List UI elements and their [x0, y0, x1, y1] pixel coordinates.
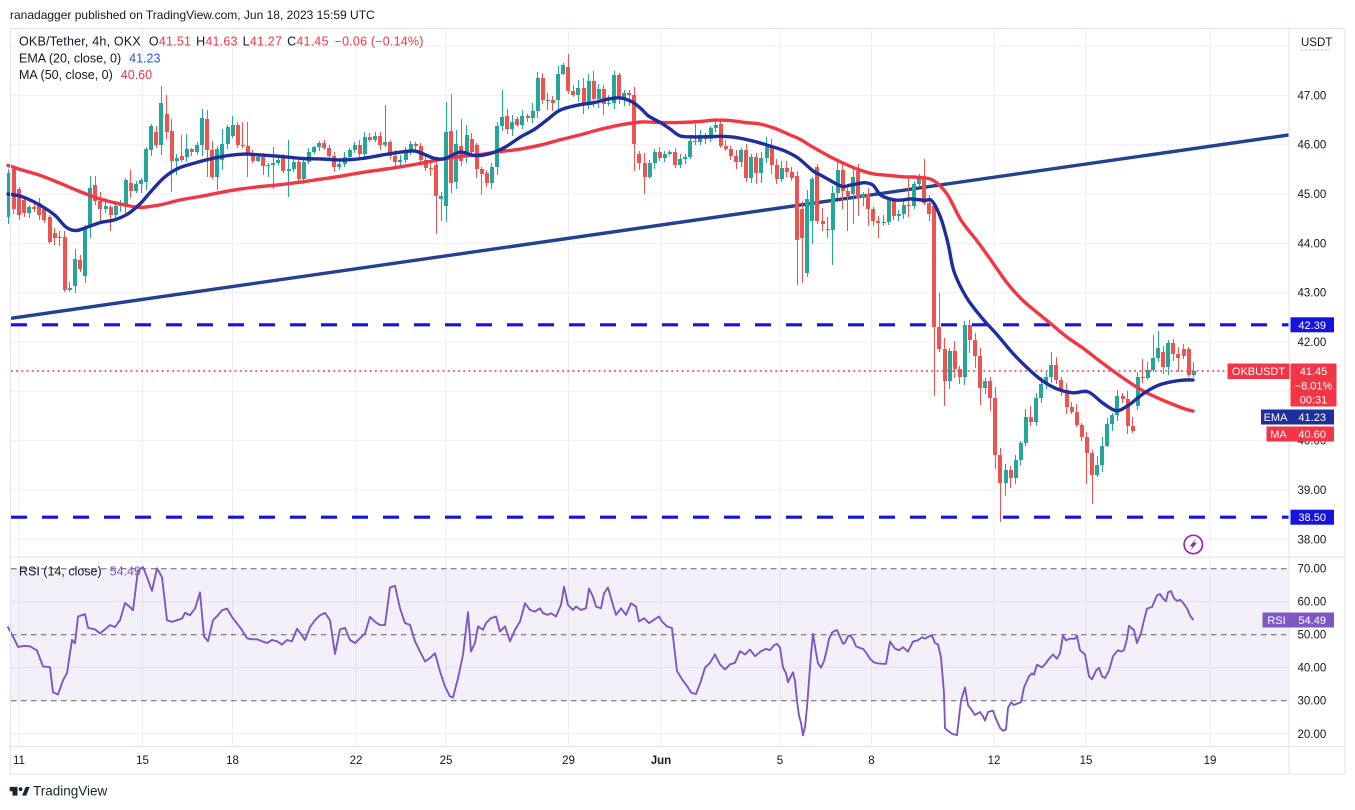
svg-text:40.60: 40.60	[1298, 429, 1326, 441]
svg-text:18: 18	[226, 755, 239, 767]
svg-text:RSI (14, close)54.49: RSI (14, close) 54.49	[19, 565, 141, 579]
svg-text:38.00: 38.00	[1298, 534, 1327, 546]
svg-text:MA (50, close, 0)40.60: MA (50, close, 0) 40.60	[19, 68, 152, 82]
svg-text:39.00: 39.00	[1298, 485, 1327, 497]
svg-text:50.00: 50.00	[1298, 630, 1327, 642]
svg-text:12: 12	[988, 755, 1001, 767]
svg-text:00:31: 00:31	[1300, 395, 1328, 407]
svg-text:25: 25	[440, 755, 453, 767]
svg-text:8: 8	[868, 755, 874, 767]
svg-text:60.00: 60.00	[1298, 597, 1327, 609]
svg-text:19: 19	[1204, 755, 1217, 767]
svg-text:11: 11	[13, 755, 25, 767]
svg-text:41.45: 41.45	[1300, 366, 1328, 378]
svg-text:ranadagger published on Tradin: ranadagger published on TradingView.com,…	[10, 8, 375, 22]
svg-text:TradingView: TradingView	[33, 784, 108, 799]
svg-text:Jun: Jun	[651, 755, 671, 767]
svg-text:47.00: 47.00	[1298, 90, 1327, 102]
svg-text:41.23: 41.23	[1298, 412, 1326, 424]
svg-text:USDT: USDT	[1301, 37, 1332, 49]
svg-text:30.00: 30.00	[1298, 696, 1327, 708]
svg-text:46.00: 46.00	[1298, 140, 1327, 152]
svg-text:MA: MA	[1270, 429, 1287, 441]
svg-text:38.50: 38.50	[1298, 512, 1326, 524]
svg-text:OKBUSDT: OKBUSDT	[1232, 366, 1285, 378]
svg-text:45.00: 45.00	[1298, 189, 1327, 201]
svg-text:5: 5	[777, 755, 783, 767]
svg-text:RSI: RSI	[1267, 615, 1285, 627]
svg-text:54.49: 54.49	[1298, 615, 1326, 627]
svg-text:EMA: EMA	[1264, 412, 1289, 424]
svg-text:15: 15	[136, 755, 149, 767]
svg-text:42.39: 42.39	[1298, 320, 1326, 332]
svg-text:22: 22	[350, 755, 363, 767]
svg-text:43.00: 43.00	[1298, 288, 1327, 300]
svg-text:−8.01%: −8.01%	[1295, 381, 1333, 393]
svg-text:15: 15	[1080, 755, 1093, 767]
svg-text:EMA (20, close, 0)41.23: EMA (20, close, 0) 41.23	[19, 52, 160, 66]
svg-text:29: 29	[562, 755, 575, 767]
svg-text:70.00: 70.00	[1298, 564, 1327, 576]
svg-text:42.00: 42.00	[1298, 337, 1327, 349]
svg-text:20.00: 20.00	[1298, 729, 1327, 741]
svg-text:40.00: 40.00	[1298, 663, 1327, 675]
svg-text:44.00: 44.00	[1298, 238, 1327, 250]
